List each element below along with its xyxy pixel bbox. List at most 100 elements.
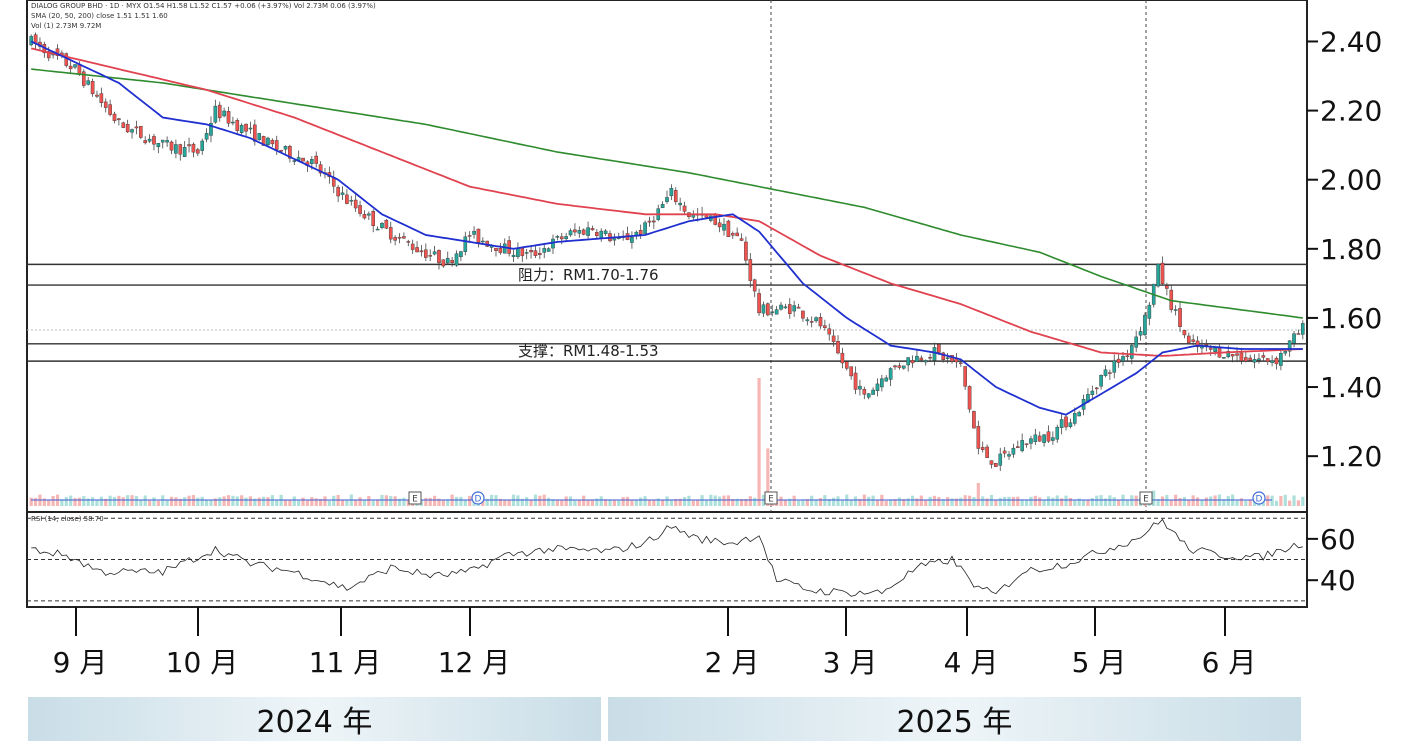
- candle: [643, 222, 647, 234]
- candle: [586, 227, 590, 236]
- candle: [980, 447, 985, 450]
- volume-bar: [1011, 496, 1016, 506]
- time-axis: 9 月 10 月 11 月 12 月 2 月 3 月 4 月 5 月 6 月: [53, 607, 1256, 679]
- volume-bar: [1195, 497, 1200, 506]
- volume-bar: [836, 496, 840, 506]
- candle: [516, 247, 520, 258]
- candle: [266, 137, 270, 146]
- candle: [226, 111, 231, 124]
- volume-bar: [1077, 498, 1081, 506]
- candle: [717, 222, 722, 228]
- vol-info: Vol (1) 2.73M 9.72M: [31, 22, 101, 30]
- month-label: 2 月: [705, 646, 760, 679]
- volume-bar: [1112, 497, 1116, 506]
- candle: [559, 236, 564, 240]
- volume-bar: [139, 500, 143, 506]
- year-band-2025: 2025 年: [608, 697, 1301, 741]
- volume-bar: [178, 498, 182, 506]
- candle: [459, 251, 463, 257]
- candle: [428, 255, 433, 257]
- volume-bar: [889, 499, 893, 506]
- volume-bar: [915, 498, 919, 506]
- volume-bar: [218, 497, 222, 506]
- price-panel-frame: [26, 0, 1308, 513]
- candle: [1077, 412, 1081, 417]
- candle: [362, 214, 367, 219]
- candle: [196, 149, 200, 154]
- candle: [779, 304, 783, 310]
- volume-bar: [608, 499, 612, 506]
- volume-bar: [617, 500, 621, 506]
- candle: [397, 237, 402, 239]
- candle: [796, 306, 801, 309]
- candle: [353, 199, 358, 209]
- candle: [1292, 333, 1296, 344]
- candle: [73, 64, 77, 68]
- volume-bar: [371, 500, 375, 506]
- candle: [86, 80, 90, 85]
- candle: [866, 393, 871, 398]
- volume-bar: [29, 497, 33, 506]
- volume-bar: [555, 499, 559, 506]
- candle: [231, 121, 235, 124]
- candle: [1265, 358, 1270, 362]
- dividend-marker: [1252, 491, 1266, 505]
- volume-bar: [595, 498, 599, 506]
- candle: [1287, 340, 1292, 352]
- volume-bar: [424, 497, 428, 506]
- rsi-line: [31, 518, 1303, 597]
- candle: [1173, 309, 1178, 311]
- candle: [90, 81, 95, 95]
- candle: [533, 250, 538, 256]
- volume-bar: [397, 498, 402, 506]
- volume-bar: [1182, 496, 1187, 506]
- candle: [1116, 358, 1121, 363]
- volume-bar: [200, 496, 204, 506]
- volume-bar: [739, 499, 744, 506]
- volume-bar: [99, 496, 103, 506]
- candle: [1134, 336, 1138, 348]
- volume-bar: [323, 496, 327, 506]
- candle: [1143, 314, 1147, 336]
- volume-bar: [1292, 495, 1296, 506]
- candle: [752, 279, 757, 292]
- candle: [590, 228, 595, 231]
- volume-bar: [1042, 499, 1046, 506]
- volume-bar: [1279, 495, 1283, 506]
- volume-bar: [568, 496, 573, 506]
- ma50-line: [31, 47, 1303, 357]
- volume-bar: [191, 495, 196, 506]
- volume-bar: [1108, 495, 1112, 506]
- candle: [945, 357, 950, 359]
- marker-letter: E: [412, 495, 418, 505]
- candle: [1208, 347, 1213, 350]
- volume-bar: [437, 498, 441, 506]
- candle: [511, 254, 516, 257]
- candle: [1226, 351, 1231, 358]
- volume-layer: [29, 378, 1305, 506]
- volume-bar: [783, 499, 787, 506]
- candle: [209, 123, 213, 136]
- marker-letter: D: [475, 495, 482, 505]
- rsi-layer: [27, 517, 1307, 602]
- volume-bar: [805, 499, 809, 506]
- candle: [744, 241, 748, 261]
- volume-bar: [779, 496, 783, 506]
- volume-bar: [1099, 495, 1103, 506]
- volume-bar: [700, 495, 704, 506]
- volume-bar: [1152, 490, 1156, 506]
- candle: [665, 197, 669, 202]
- candle: [524, 252, 529, 254]
- volume-bar: [318, 498, 323, 506]
- candle: [253, 124, 257, 142]
- volume-bar: [428, 497, 432, 506]
- candle: [844, 361, 849, 369]
- volume-bar: [818, 498, 823, 506]
- volume-bar: [240, 495, 244, 506]
- volume-bar: [1038, 497, 1042, 506]
- candle: [1011, 447, 1016, 455]
- volume-bar: [959, 497, 963, 506]
- candle: [853, 372, 858, 390]
- candle: [200, 140, 205, 151]
